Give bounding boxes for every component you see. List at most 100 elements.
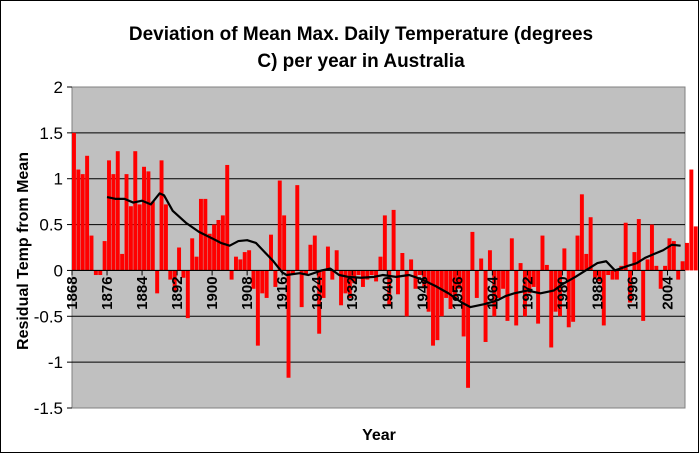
x-tick-label: 1996 — [624, 276, 641, 309]
bar-1883 — [137, 204, 142, 271]
bar-1966 — [501, 270, 506, 289]
bar-1982 — [571, 270, 576, 322]
bar-1997 — [636, 219, 641, 271]
bar-2007 — [680, 261, 685, 271]
bar-1933 — [356, 270, 361, 276]
y-tick-label: -1.5 — [34, 399, 63, 418]
bar-1884 — [142, 166, 146, 271]
bar-2001 — [654, 265, 659, 271]
bar-2006 — [676, 270, 681, 280]
bar-1893 — [181, 270, 186, 278]
bar-1986 — [588, 217, 593, 271]
bar-1923 — [312, 235, 317, 271]
bar-1978 — [553, 270, 558, 312]
bar-1881 — [128, 206, 133, 271]
y-tick-label: -1 — [48, 353, 63, 372]
bar-1976 — [544, 264, 549, 271]
bar-1925 — [321, 270, 326, 298]
bar-1969 — [514, 270, 519, 326]
bar-1965 — [496, 270, 501, 298]
bar-2002 — [658, 270, 663, 289]
bar-1926 — [325, 246, 330, 271]
bar-1891 — [172, 270, 177, 291]
x-tick-label: 1964 — [484, 276, 501, 310]
x-tick-label: 1884 — [134, 276, 151, 310]
bar-1963 — [487, 250, 492, 271]
bar-1947 — [417, 270, 422, 276]
bar-1913 — [269, 234, 273, 271]
bar-1907 — [242, 252, 247, 271]
bar-1872 — [89, 235, 94, 271]
bar-1952 — [439, 270, 444, 317]
bar-1953 — [444, 270, 449, 298]
bar-1956 — [457, 270, 462, 289]
bar-2008 — [685, 242, 689, 271]
bar-1950 — [431, 270, 435, 346]
bar-1973 — [531, 270, 536, 287]
bar-1970 — [518, 263, 523, 271]
bar-1955 — [452, 270, 457, 298]
bar-1958 — [466, 270, 471, 388]
bar-1959 — [470, 231, 475, 271]
bar-1975 — [540, 235, 545, 271]
x-tick-label: 1876 — [99, 276, 116, 309]
bar-1942 — [396, 270, 400, 295]
y-tick-label: 2 — [54, 78, 63, 97]
bar-1985 — [584, 253, 589, 271]
bar-1890 — [168, 270, 173, 280]
bar-1920 — [299, 270, 304, 308]
bar-1974 — [536, 270, 541, 324]
bar-1897 — [198, 198, 203, 271]
bar-2010 — [693, 226, 698, 271]
bar-1935 — [365, 270, 370, 280]
bar-1980 — [562, 248, 567, 271]
bar-2005 — [671, 241, 676, 271]
bar-1962 — [483, 270, 488, 342]
bar-1873 — [93, 270, 98, 276]
x-tick-label: 1980 — [554, 276, 571, 309]
bar-1992 — [614, 270, 619, 280]
bar-1900 — [212, 224, 217, 271]
bar-1945 — [409, 259, 414, 271]
chart-title-line-2: C) per year in Australia — [257, 51, 465, 72]
bar-1999 — [645, 259, 650, 271]
bar-1983 — [575, 235, 580, 271]
bar-1906 — [238, 259, 243, 271]
bar-1894 — [185, 270, 190, 319]
x-tick-label: 1948 — [414, 276, 431, 309]
bar-1954 — [448, 270, 453, 309]
y-tick-label: -0.5 — [34, 307, 63, 326]
bar-1918 — [290, 270, 295, 276]
bar-1892 — [177, 247, 182, 271]
bar-1928 — [334, 250, 339, 271]
bar-2003 — [663, 265, 668, 271]
bar-1944 — [404, 270, 409, 317]
bar-1899 — [207, 233, 212, 271]
bar-1910 — [255, 270, 260, 346]
bar-1949 — [426, 270, 431, 312]
y-tick-label: 1.5 — [39, 124, 63, 143]
bar-1908 — [247, 250, 252, 271]
bar-1909 — [251, 270, 256, 289]
y-tick-label: 1 — [54, 170, 63, 189]
bar-2009 — [689, 169, 694, 271]
bar-1919 — [295, 185, 300, 271]
x-axis-label: Year — [362, 427, 396, 444]
bar-1911 — [260, 270, 265, 294]
bar-1968 — [509, 238, 514, 271]
bar-1879 — [120, 253, 125, 271]
bar-2004 — [667, 238, 672, 271]
bar-1915 — [277, 180, 282, 271]
bar-1896 — [194, 256, 199, 271]
y-axis-label: Residual Temp from Mean — [15, 152, 32, 350]
bar-2000 — [649, 224, 654, 271]
bar-1871 — [85, 155, 90, 271]
bar-1996 — [632, 252, 637, 271]
bar-1886 — [150, 201, 155, 271]
bar-1922 — [308, 244, 313, 271]
x-tick-label: 1900 — [204, 276, 221, 309]
bar-1964 — [492, 270, 497, 317]
trend-line — [106, 192, 681, 309]
